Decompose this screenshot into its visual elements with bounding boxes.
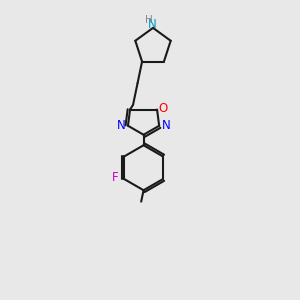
- Text: H: H: [145, 14, 153, 25]
- Text: O: O: [158, 101, 168, 115]
- Text: F: F: [112, 171, 119, 184]
- Text: N: N: [148, 18, 157, 32]
- Text: N: N: [117, 119, 126, 132]
- Text: N: N: [161, 119, 170, 132]
